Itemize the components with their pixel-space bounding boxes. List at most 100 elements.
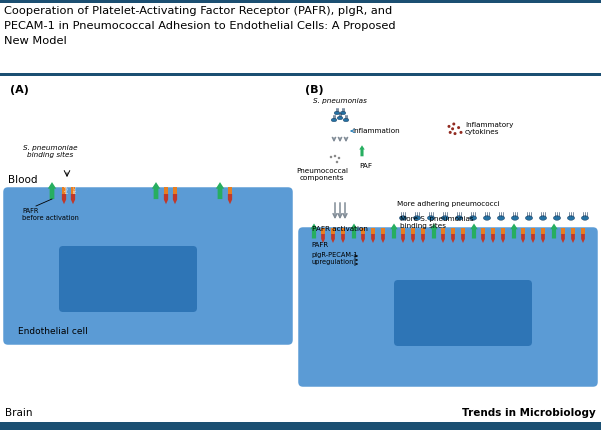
Polygon shape — [350, 224, 358, 239]
Ellipse shape — [413, 216, 421, 220]
Text: More adhering pneumococci: More adhering pneumococci — [397, 201, 499, 207]
Text: Inflammatory
cytokines: Inflammatory cytokines — [465, 122, 513, 135]
Text: pIgR-PECAM-1
upregulation: pIgR-PECAM-1 upregulation — [311, 252, 358, 265]
Polygon shape — [481, 234, 485, 243]
Text: (B): (B) — [305, 85, 323, 95]
Ellipse shape — [554, 216, 561, 220]
Text: PAFR: PAFR — [311, 242, 328, 248]
Polygon shape — [561, 234, 565, 243]
Polygon shape — [173, 194, 177, 204]
Polygon shape — [62, 194, 66, 204]
Text: PAFR
before activation: PAFR before activation — [22, 208, 79, 221]
Ellipse shape — [483, 216, 490, 220]
Ellipse shape — [511, 216, 519, 220]
Ellipse shape — [340, 111, 346, 115]
Ellipse shape — [338, 157, 340, 159]
Polygon shape — [321, 234, 325, 243]
Polygon shape — [310, 224, 318, 239]
Polygon shape — [501, 234, 505, 243]
Polygon shape — [491, 234, 495, 243]
Bar — [521, 228, 525, 234]
Bar — [331, 228, 335, 234]
Polygon shape — [461, 234, 465, 243]
Polygon shape — [441, 234, 445, 243]
Polygon shape — [541, 234, 545, 243]
Polygon shape — [331, 234, 335, 243]
Ellipse shape — [449, 131, 452, 134]
FancyBboxPatch shape — [2, 186, 294, 346]
Bar — [381, 228, 385, 234]
Bar — [71, 187, 75, 194]
Text: S. pneumonias: S. pneumonias — [313, 98, 367, 104]
Text: Brain: Brain — [5, 408, 32, 418]
Text: PAF: PAF — [359, 163, 373, 169]
Ellipse shape — [454, 132, 457, 135]
Ellipse shape — [453, 123, 456, 126]
Bar — [0, 73, 601, 76]
Polygon shape — [47, 182, 56, 199]
Ellipse shape — [337, 116, 343, 120]
Polygon shape — [430, 224, 438, 239]
Bar — [441, 228, 445, 234]
Bar — [321, 228, 325, 234]
Ellipse shape — [343, 118, 349, 122]
Bar — [228, 187, 233, 194]
Polygon shape — [521, 234, 525, 243]
Text: (A): (A) — [10, 85, 29, 95]
Polygon shape — [371, 234, 375, 243]
Ellipse shape — [498, 216, 505, 220]
Bar — [491, 228, 495, 234]
Polygon shape — [571, 234, 575, 243]
FancyBboxPatch shape — [297, 226, 599, 388]
Bar — [531, 228, 535, 234]
Bar — [501, 228, 505, 234]
Polygon shape — [401, 234, 405, 243]
Bar — [0, 76, 601, 420]
Text: Cooperation of Platelet-Activating Factor Receptor (PAFR), pIgR, and: Cooperation of Platelet-Activating Facto… — [4, 6, 392, 16]
Bar — [451, 228, 455, 234]
Polygon shape — [228, 194, 232, 204]
Bar — [571, 228, 575, 234]
Bar — [0, 0, 601, 3]
Bar — [401, 228, 405, 234]
Polygon shape — [341, 234, 345, 243]
Polygon shape — [411, 234, 415, 243]
Bar — [561, 228, 565, 234]
Ellipse shape — [540, 216, 546, 220]
Ellipse shape — [469, 216, 477, 220]
Polygon shape — [451, 234, 455, 243]
Polygon shape — [164, 194, 168, 204]
Text: PAFR activation: PAFR activation — [312, 226, 368, 232]
Bar — [172, 187, 177, 194]
Text: pIgR: pIgR — [65, 183, 69, 193]
Bar — [0, 3, 601, 73]
Text: PECAM-1 in Pneumococcal Adhesion to Endothelial Cells: A Proposed: PECAM-1 in Pneumococcal Adhesion to Endo… — [4, 21, 395, 31]
Bar — [481, 228, 485, 234]
Polygon shape — [421, 234, 425, 243]
Bar — [581, 228, 585, 234]
Text: Endothelial cell: Endothelial cell — [18, 327, 88, 336]
Ellipse shape — [331, 118, 337, 122]
Ellipse shape — [525, 216, 532, 220]
Ellipse shape — [441, 216, 448, 220]
Polygon shape — [470, 224, 478, 239]
Bar — [361, 228, 365, 234]
FancyBboxPatch shape — [59, 246, 197, 312]
Ellipse shape — [330, 156, 332, 158]
Ellipse shape — [400, 216, 407, 220]
Polygon shape — [359, 145, 365, 156]
Polygon shape — [216, 182, 224, 199]
Text: PECAM-1: PECAM-1 — [74, 175, 78, 193]
Bar — [163, 187, 168, 194]
Bar — [541, 228, 545, 234]
Bar — [461, 228, 465, 234]
Polygon shape — [151, 182, 160, 199]
Polygon shape — [510, 224, 517, 239]
Bar — [421, 228, 425, 234]
Polygon shape — [71, 194, 75, 204]
Ellipse shape — [336, 161, 338, 163]
Bar — [411, 228, 415, 234]
Polygon shape — [551, 224, 558, 239]
Bar — [341, 228, 345, 234]
Text: New Model: New Model — [4, 36, 67, 46]
